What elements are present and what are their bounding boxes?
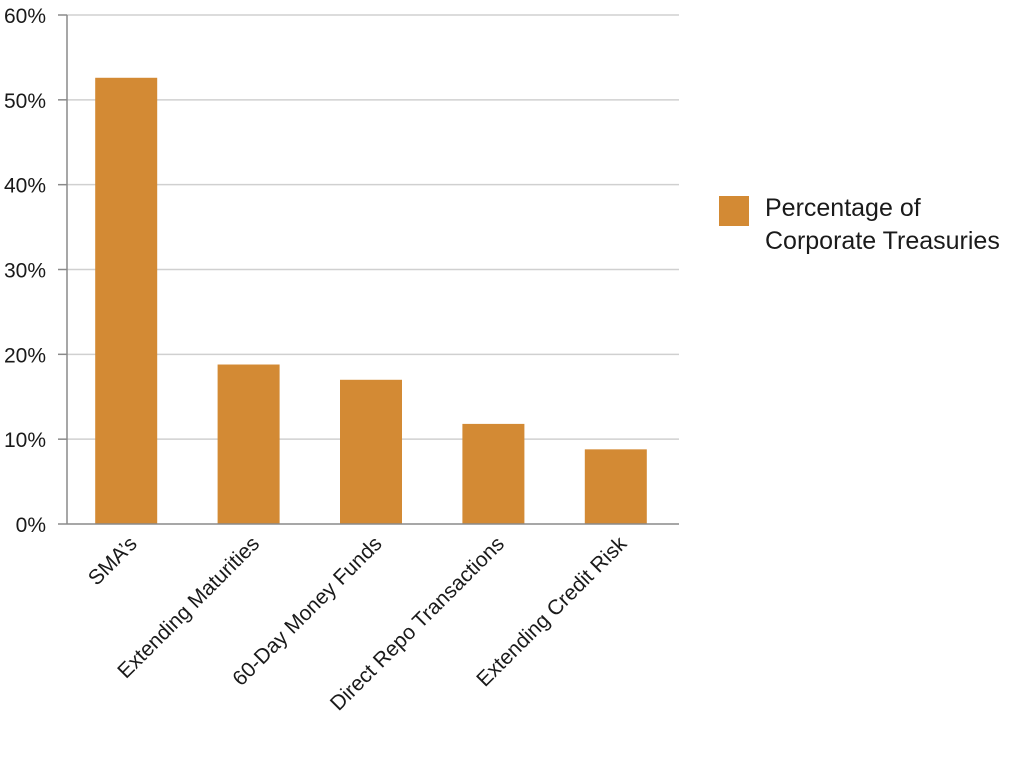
y-tick-label: 40% — [4, 175, 46, 198]
gridlines — [67, 14, 679, 440]
bar — [217, 364, 280, 524]
legend-label: Percentage of Corporate Treasuries — [765, 194, 1000, 255]
legend: Percentage of Corporate Treasuries — [719, 192, 1024, 258]
legend-swatch — [719, 196, 749, 226]
bar — [95, 77, 158, 524]
y-tick-label: 10% — [4, 429, 46, 452]
bar — [340, 379, 402, 524]
y-tick-label: 50% — [4, 90, 46, 113]
y-tick-labels: 0% 10% 20% 30% 40% 50% 60% — [4, 5, 46, 537]
bars — [95, 77, 647, 524]
axes — [58, 14, 679, 525]
x-category-label: SMA’s — [84, 532, 142, 590]
bar — [584, 449, 647, 524]
y-tick-label: 20% — [4, 344, 46, 367]
y-tick-label: 0% — [16, 514, 46, 537]
y-tick-label: 60% — [4, 5, 46, 28]
bar — [462, 423, 525, 524]
y-tick-label: 30% — [4, 260, 46, 283]
